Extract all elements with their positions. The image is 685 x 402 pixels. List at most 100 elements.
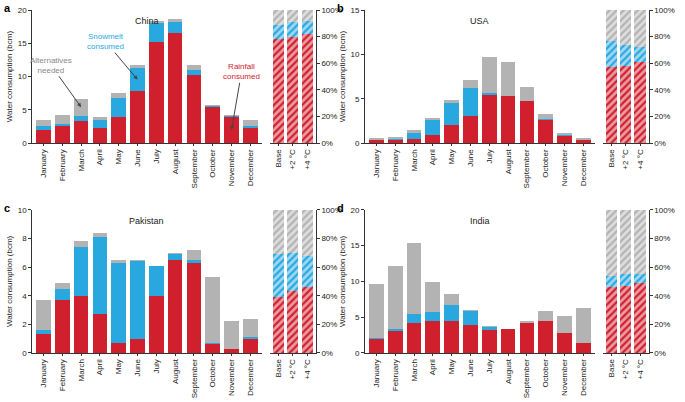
svg-text:March: March bbox=[410, 359, 419, 381]
svg-text:July: July bbox=[152, 149, 161, 163]
svg-text:0%: 0% bbox=[321, 349, 333, 358]
svg-text:10: 10 bbox=[18, 206, 27, 215]
svg-text:May: May bbox=[114, 149, 123, 164]
svg-text:USA: USA bbox=[470, 16, 489, 26]
svg-text:May: May bbox=[447, 149, 456, 164]
svg-text:20: 20 bbox=[18, 6, 27, 15]
svg-text:Water consumption (bcm): Water consumption (bcm) bbox=[338, 31, 347, 123]
svg-text:5: 5 bbox=[22, 106, 27, 115]
svg-text:October: October bbox=[541, 149, 550, 178]
svg-text:40%: 40% bbox=[654, 292, 670, 301]
svg-text:Base: Base bbox=[274, 359, 283, 378]
svg-text:March: March bbox=[77, 149, 86, 171]
svg-text:+2 °C: +2 °C bbox=[288, 359, 297, 380]
svg-text:0%: 0% bbox=[321, 139, 333, 148]
svg-text:September: September bbox=[522, 359, 531, 398]
svg-text:January: January bbox=[39, 359, 48, 387]
svg-text:February: February bbox=[58, 359, 67, 391]
svg-text:January: January bbox=[372, 359, 381, 387]
svg-text:August: August bbox=[504, 149, 513, 175]
svg-text:40%: 40% bbox=[321, 292, 337, 301]
svg-text:+4 °C: +4 °C bbox=[636, 149, 645, 170]
svg-text:November: November bbox=[227, 149, 236, 186]
svg-text:December: December bbox=[579, 359, 588, 396]
svg-text:Snowmeltconsumed: Snowmeltconsumed bbox=[87, 32, 124, 51]
svg-text:August: August bbox=[171, 358, 180, 384]
svg-text:Base: Base bbox=[607, 149, 616, 168]
svg-text:September: September bbox=[522, 149, 531, 188]
svg-text:May: May bbox=[447, 359, 456, 374]
svg-text:March: March bbox=[77, 359, 86, 381]
svg-text:2: 2 bbox=[22, 320, 27, 329]
svg-text:0: 0 bbox=[22, 349, 27, 358]
svg-text:January: January bbox=[372, 149, 381, 177]
svg-text:January: January bbox=[39, 149, 48, 177]
svg-text:China: China bbox=[135, 16, 159, 26]
svg-text:April: April bbox=[96, 149, 105, 165]
svg-text:India: India bbox=[470, 216, 490, 226]
svg-text:November: November bbox=[227, 359, 236, 396]
svg-text:+2 °C: +2 °C bbox=[621, 149, 630, 170]
svg-text:20: 20 bbox=[351, 206, 360, 215]
svg-text:May: May bbox=[114, 359, 123, 374]
svg-text:June: June bbox=[466, 359, 475, 377]
svg-text:June: June bbox=[466, 149, 475, 167]
svg-text:100%: 100% bbox=[321, 206, 341, 215]
svg-text:20%: 20% bbox=[321, 112, 337, 121]
svg-text:80%: 80% bbox=[321, 32, 337, 41]
svg-text:July: July bbox=[485, 149, 494, 163]
svg-text:10: 10 bbox=[351, 277, 360, 286]
svg-text:20%: 20% bbox=[654, 320, 670, 329]
svg-text:February: February bbox=[391, 359, 400, 391]
svg-text:Water consumption (bcm): Water consumption (bcm) bbox=[5, 235, 14, 327]
svg-text:15: 15 bbox=[351, 241, 360, 250]
svg-text:15: 15 bbox=[351, 6, 360, 15]
svg-text:March: March bbox=[410, 149, 419, 171]
svg-text:September: September bbox=[190, 149, 199, 188]
svg-text:a: a bbox=[4, 2, 11, 14]
svg-text:10: 10 bbox=[351, 50, 360, 59]
svg-text:July: July bbox=[152, 359, 161, 373]
svg-text:40%: 40% bbox=[321, 86, 337, 95]
svg-text:October: October bbox=[541, 359, 550, 388]
svg-text:April: April bbox=[428, 359, 437, 375]
svg-text:June: June bbox=[133, 359, 142, 377]
svg-text:100%: 100% bbox=[321, 6, 341, 15]
svg-text:0: 0 bbox=[355, 349, 360, 358]
svg-text:+4 °C: +4 °C bbox=[636, 359, 645, 380]
svg-text:August: August bbox=[504, 358, 513, 384]
svg-text:80%: 80% bbox=[654, 32, 670, 41]
svg-text:February: February bbox=[391, 149, 400, 181]
svg-text:100%: 100% bbox=[654, 206, 674, 215]
svg-text:April: April bbox=[96, 359, 105, 375]
svg-text:October: October bbox=[208, 149, 217, 178]
svg-text:10: 10 bbox=[18, 72, 27, 81]
svg-text:Base: Base bbox=[607, 359, 616, 378]
svg-text:0%: 0% bbox=[654, 139, 666, 148]
svg-text:December: December bbox=[246, 359, 255, 396]
svg-text:August: August bbox=[171, 149, 180, 175]
svg-text:20%: 20% bbox=[654, 112, 670, 121]
svg-text:November: November bbox=[560, 149, 569, 186]
svg-text:Rainfallconsumed: Rainfallconsumed bbox=[223, 62, 260, 81]
svg-text:December: December bbox=[579, 149, 588, 186]
svg-text:60%: 60% bbox=[654, 263, 670, 272]
svg-text:20%: 20% bbox=[321, 320, 337, 329]
svg-text:0%: 0% bbox=[654, 349, 666, 358]
svg-text:0: 0 bbox=[355, 139, 360, 148]
svg-text:80%: 80% bbox=[321, 234, 337, 243]
svg-text:5: 5 bbox=[355, 95, 360, 104]
svg-text:April: April bbox=[428, 149, 437, 165]
svg-text:60%: 60% bbox=[321, 59, 337, 68]
svg-text:d: d bbox=[337, 202, 344, 214]
svg-text:Pakistan: Pakistan bbox=[129, 216, 164, 226]
svg-text:June: June bbox=[133, 149, 142, 167]
svg-text:6: 6 bbox=[22, 263, 27, 272]
svg-text:4: 4 bbox=[22, 292, 27, 301]
svg-text:+2 °C: +2 °C bbox=[621, 359, 630, 380]
svg-text:November: November bbox=[560, 359, 569, 396]
svg-text:60%: 60% bbox=[654, 59, 670, 68]
svg-text:c: c bbox=[4, 202, 10, 214]
svg-text:15: 15 bbox=[18, 39, 27, 48]
svg-text:February: February bbox=[58, 149, 67, 181]
